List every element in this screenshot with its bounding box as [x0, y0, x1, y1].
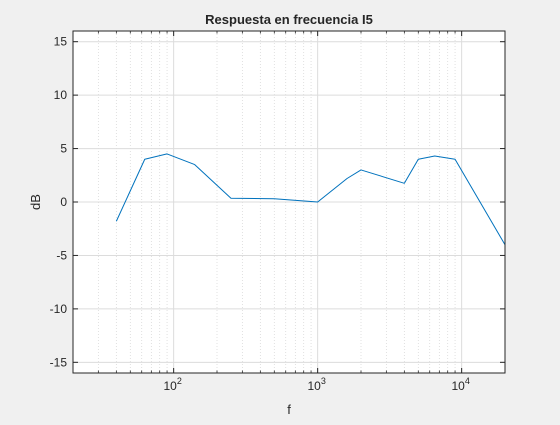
series-layer: [115, 153, 506, 246]
y-axis-label: dB: [28, 194, 43, 210]
grid-layer: [73, 31, 505, 373]
series-line: [115, 153, 506, 246]
y-tick-label: 5: [60, 142, 67, 156]
y-tick-label: 10: [54, 88, 68, 102]
x-axis-label: f: [287, 402, 291, 417]
x-tick-label: 102: [163, 376, 181, 393]
label-layer: 102 103 104 -15 -10 -5 0 5 10 15: [50, 35, 470, 393]
tick-layer: [73, 31, 505, 373]
y-tick-label: -15: [50, 355, 68, 369]
chart-title: Respuesta en frecuencia I5: [205, 12, 373, 27]
y-tick-label: 0: [60, 195, 67, 209]
y-tick-label: 15: [54, 35, 68, 49]
x-tick-label: 104: [451, 376, 469, 393]
y-tick-label: -10: [50, 302, 68, 316]
x-tick-label: 103: [307, 376, 325, 393]
y-tick-label: -5: [56, 248, 67, 262]
